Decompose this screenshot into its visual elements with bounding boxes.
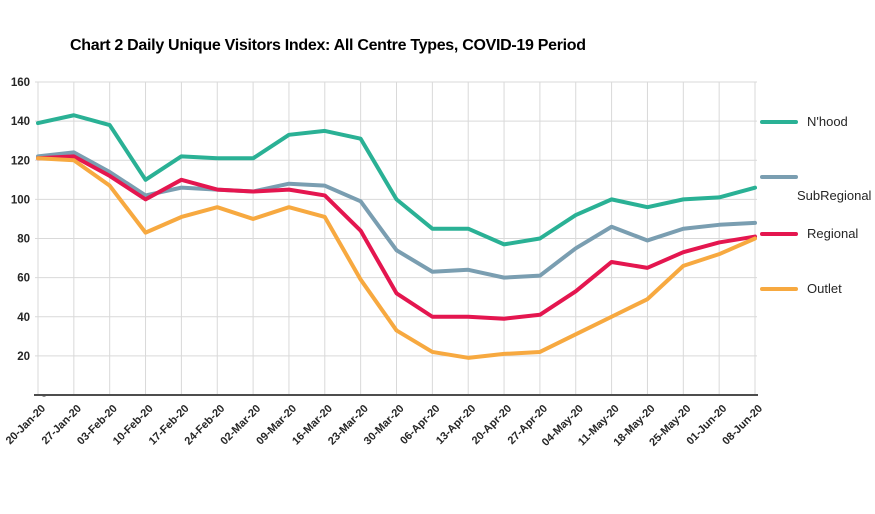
legend-label-outlet: Outlet [807,281,842,296]
legend-label-subregional: SubRegional [797,188,872,203]
legend-swatch-regional [760,231,798,236]
y-axis-tick-label: 20 [17,351,30,363]
legend-item-subregional [760,175,798,179]
y-axis-tick-label: 60 [17,273,30,285]
y-axis-tick-label: 100 [11,194,30,206]
y-axis-tick-label: 160 [11,77,30,89]
legend-item-outlet: Outlet [760,281,842,296]
legend-swatch-subregional [760,175,798,179]
legend-label-nhood: N'hood [807,114,848,129]
legend-item-nhood: N'hood [760,114,848,129]
legend-label-regional: Regional [807,226,859,241]
legend-swatch-outlet [760,286,798,291]
y-axis-tick-label: 140 [11,116,30,128]
legend-item-regional: Regional [760,226,858,241]
series-line-nhood [36,113,757,247]
y-axis-tick-label: 40 [17,312,30,324]
series-line-regional [36,154,757,321]
y-axis-tick-label: 80 [17,234,30,246]
y-axis-tick-label: 120 [11,155,30,167]
chart-title: Chart 2 Daily Unique Visitors Index: All… [70,37,586,54]
series-line-outlet [36,156,757,360]
legend-swatch-nhood [760,119,798,124]
